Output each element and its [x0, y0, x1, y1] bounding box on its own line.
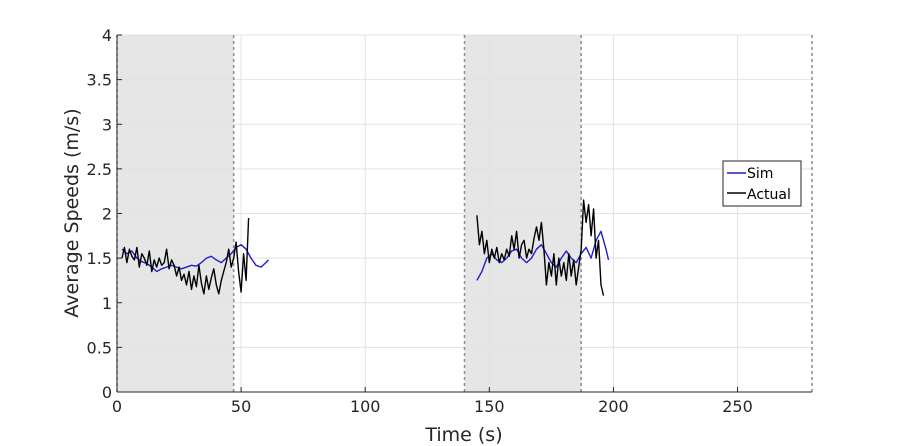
y-axis-label: Average Speeds (m/s): [61, 108, 83, 317]
x-tick-label-2: 100: [350, 397, 381, 416]
legend-box: [722, 160, 802, 207]
series-actual-segment-1: [476, 199, 605, 296]
x-tick-label-5: 250: [722, 397, 753, 416]
legend: Sim Actual: [722, 160, 802, 207]
y-tick-label-4: 2: [102, 205, 112, 224]
axes: [116, 34, 812, 393]
y-tick-label-8: 4: [102, 26, 112, 45]
x-axis-label: Time (s): [424, 424, 502, 446]
y-tick-label-0: 0: [102, 383, 112, 402]
y-tick-label-6: 3: [102, 115, 112, 134]
legend-label-actual: Actual: [747, 187, 791, 203]
x-tick-label-3: 150: [474, 397, 505, 416]
y-tick-label-7: 3.5: [87, 71, 112, 90]
x-tick-label-4: 200: [598, 397, 629, 416]
y-tick-label-5: 2.5: [87, 160, 112, 179]
tick-labels: 0 50 100 150 200 250 0 0.5 1 1.5 2 2.5 3 3.5 4: [87, 26, 753, 416]
x-tick-label-1: 50: [231, 397, 251, 416]
x-tick-label-0: 0: [112, 397, 122, 416]
y-tick-label-3: 1.5: [87, 249, 112, 268]
series-actual-segment-0: [121, 217, 250, 295]
y-tick-label-2: 1: [102, 294, 112, 313]
series-lines: [121, 199, 610, 296]
y-tick-label-1: 0.5: [87, 338, 112, 357]
legend-label-sim: Sim: [747, 166, 773, 182]
